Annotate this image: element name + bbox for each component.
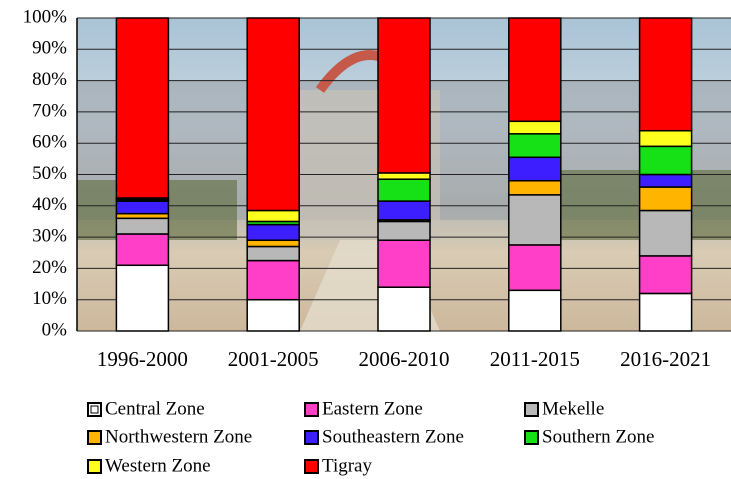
y-tick-label: 60% bbox=[32, 132, 67, 153]
bar-segment bbox=[377, 239, 431, 288]
bar-segment bbox=[638, 209, 693, 257]
x-tick-label: 2006-2010 bbox=[359, 347, 450, 371]
y-tick-label: 100% bbox=[23, 6, 68, 27]
bar-segment bbox=[508, 17, 562, 123]
legend-marker bbox=[304, 402, 319, 417]
bar-segment bbox=[246, 245, 300, 262]
legend-label: Central Zone bbox=[105, 398, 205, 419]
legend-label: Southern Zone bbox=[542, 426, 654, 447]
legend-marker bbox=[304, 459, 319, 474]
bar-segment bbox=[377, 200, 431, 221]
legend-marker bbox=[304, 430, 319, 445]
legend-marker bbox=[524, 430, 539, 445]
legend-marker bbox=[87, 430, 102, 445]
bar-segment bbox=[115, 17, 170, 199]
y-tick-label: 0% bbox=[42, 319, 68, 340]
bar-segment bbox=[377, 178, 431, 202]
bar-segment bbox=[377, 172, 431, 180]
bar-segment bbox=[508, 289, 562, 332]
legend-marker bbox=[87, 459, 102, 474]
bar-segment bbox=[638, 17, 693, 132]
x-tick-label: 2001-2005 bbox=[228, 347, 319, 371]
bar-segment bbox=[508, 156, 562, 182]
x-tick-label: 1996-2000 bbox=[97, 347, 188, 371]
bar-segment bbox=[246, 298, 300, 332]
y-tick-label: 10% bbox=[32, 288, 67, 309]
bar-segment bbox=[638, 186, 693, 212]
x-tick-label: 2016-2021 bbox=[620, 347, 711, 371]
bar-segment bbox=[508, 180, 562, 196]
bar-segment bbox=[508, 194, 562, 246]
bar-segment bbox=[377, 220, 431, 241]
bar-segment bbox=[246, 17, 300, 212]
bar-segment bbox=[377, 17, 431, 174]
y-tick-label: 70% bbox=[32, 100, 67, 121]
bar-segment bbox=[638, 145, 693, 176]
bar-segment bbox=[246, 223, 300, 241]
bar-segment bbox=[638, 255, 693, 295]
legend-label: Western Zone bbox=[105, 455, 211, 476]
y-tick-label: 40% bbox=[32, 194, 67, 215]
bar-segment bbox=[638, 292, 693, 332]
bar-segment bbox=[115, 217, 170, 235]
legend-label: Southeastern Zone bbox=[322, 426, 464, 447]
bar-segment bbox=[115, 264, 170, 332]
legend-label: Eastern Zone bbox=[322, 398, 423, 419]
bar-segment bbox=[246, 239, 300, 248]
bar-segment bbox=[115, 200, 170, 215]
y-tick-label: 90% bbox=[32, 38, 67, 59]
bar-segment bbox=[246, 259, 300, 301]
legend-label: Mekelle bbox=[542, 398, 604, 419]
bar-segment bbox=[508, 120, 562, 135]
y-tick-label: 20% bbox=[32, 257, 67, 278]
bar-segment bbox=[115, 233, 170, 267]
legend-marker bbox=[524, 402, 539, 417]
bar-segment bbox=[638, 129, 693, 148]
x-tick-label: 2011-2015 bbox=[490, 347, 580, 371]
bar-segment bbox=[508, 133, 562, 159]
bar-segment bbox=[508, 244, 562, 292]
legend-marker-inner bbox=[90, 405, 99, 414]
y-tick-label: 80% bbox=[32, 69, 67, 90]
bar-segment bbox=[377, 286, 431, 332]
legend-marker bbox=[87, 402, 102, 417]
bar-segment bbox=[246, 209, 300, 223]
bar-segment bbox=[638, 173, 693, 188]
y-tick-label: 30% bbox=[32, 225, 67, 246]
y-tick-label: 50% bbox=[32, 163, 67, 184]
legend-label: Northwestern Zone bbox=[105, 426, 252, 447]
legend-label: Tigray bbox=[322, 455, 372, 476]
